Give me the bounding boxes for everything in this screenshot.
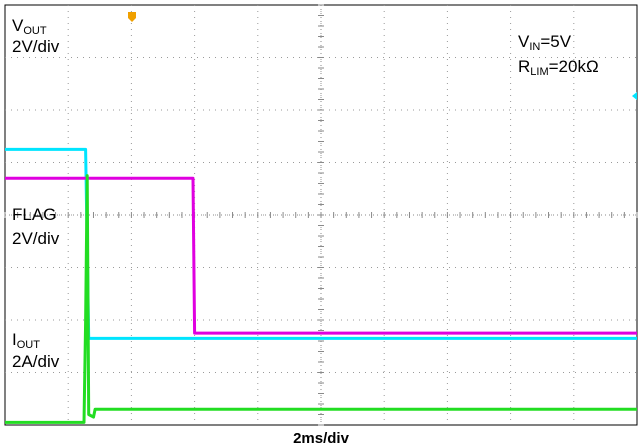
rlim-annotation: RLIM=20kΩ [518, 57, 599, 78]
flag-label: FLAG [12, 205, 56, 224]
vout-scale: 2V/div [12, 37, 60, 56]
flag-scale: 2V/div [12, 229, 60, 248]
x-axis-label: 2ms/div [293, 430, 350, 447]
vin-annotation: VIN=5V [518, 32, 572, 53]
iout-scale: 2A/div [12, 352, 60, 371]
